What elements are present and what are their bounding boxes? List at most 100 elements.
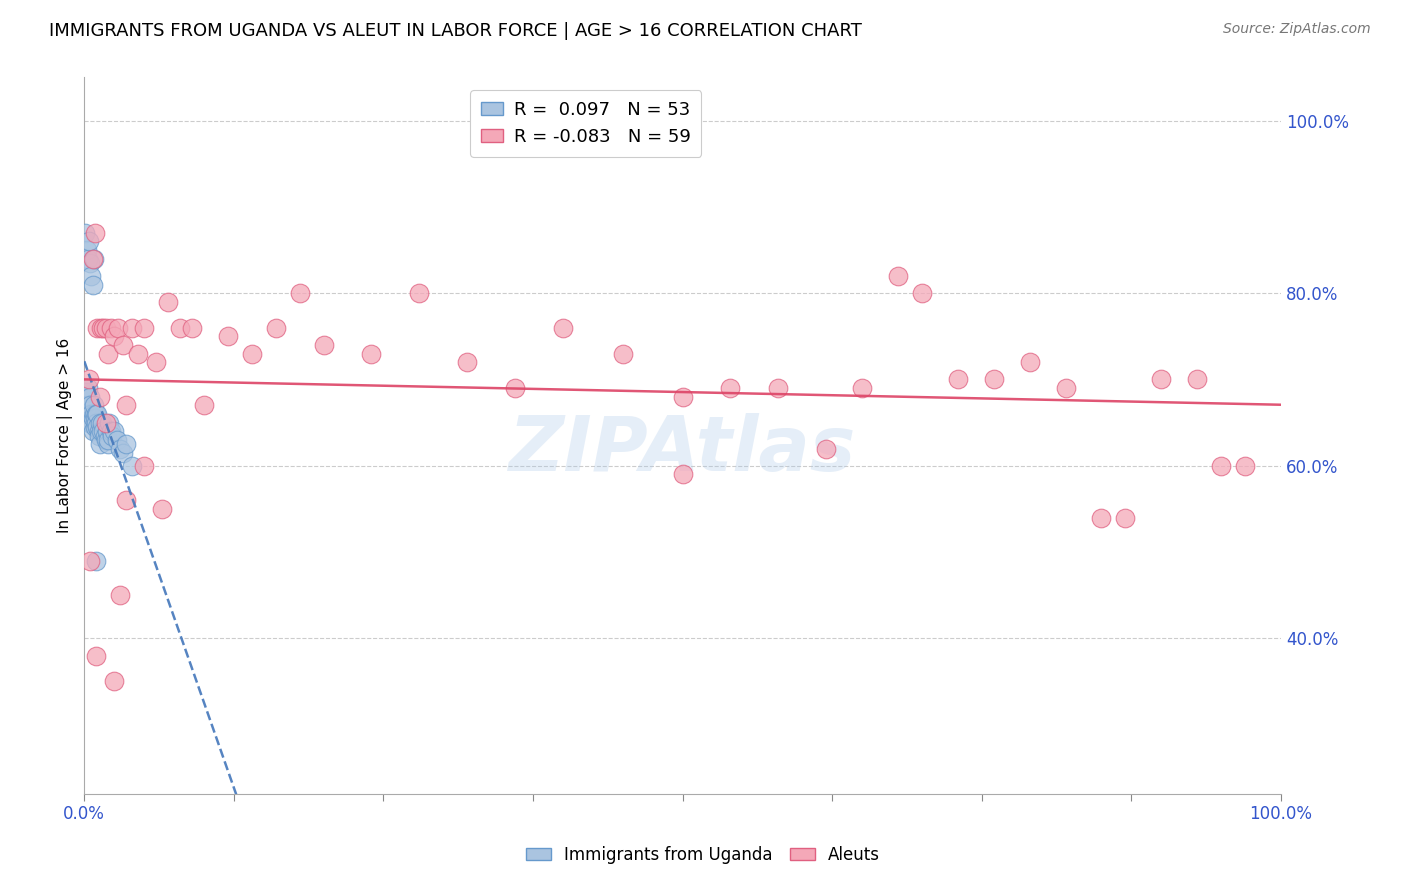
Point — [288, 286, 311, 301]
Point — [193, 398, 215, 412]
Point — [89, 416, 111, 430]
Point — [983, 372, 1005, 386]
Legend: R =  0.097   N = 53, R = -0.083   N = 59: R = 0.097 N = 53, R = -0.083 N = 59 — [470, 90, 702, 157]
Point — [83, 407, 105, 421]
Point — [503, 381, 526, 395]
Point — [121, 320, 143, 334]
Point — [551, 320, 574, 334]
Point — [145, 355, 167, 369]
Text: IMMIGRANTS FROM UGANDA VS ALEUT IN LABOR FORCE | AGE > 16 CORRELATION CHART: IMMIGRANTS FROM UGANDA VS ALEUT IN LABOR… — [49, 22, 862, 40]
Text: ZIPAtlas: ZIPAtlas — [509, 413, 856, 487]
Point — [1234, 458, 1257, 473]
Point — [360, 346, 382, 360]
Point — [80, 407, 103, 421]
Point — [90, 424, 112, 438]
Point — [77, 235, 100, 249]
Point — [150, 502, 173, 516]
Point — [82, 424, 104, 438]
Point — [1054, 381, 1077, 395]
Point — [100, 424, 122, 438]
Point — [720, 381, 742, 395]
Point — [77, 372, 100, 386]
Point — [672, 390, 695, 404]
Point — [98, 416, 121, 430]
Point — [887, 268, 910, 283]
Point — [103, 674, 125, 689]
Point — [79, 256, 101, 270]
Point — [94, 320, 117, 334]
Point — [80, 268, 103, 283]
Point — [1211, 458, 1233, 473]
Point — [77, 381, 100, 395]
Point — [84, 226, 107, 240]
Point — [79, 390, 101, 404]
Point — [80, 416, 103, 430]
Point — [89, 437, 111, 451]
Point — [103, 424, 125, 438]
Point — [97, 433, 120, 447]
Point — [79, 407, 101, 421]
Point — [84, 554, 107, 568]
Point — [93, 428, 115, 442]
Point — [1090, 510, 1112, 524]
Point — [107, 320, 129, 334]
Point — [1185, 372, 1208, 386]
Point — [108, 588, 131, 602]
Point — [77, 402, 100, 417]
Point — [946, 372, 969, 386]
Point — [105, 433, 128, 447]
Point — [1150, 372, 1173, 386]
Point — [217, 329, 239, 343]
Point — [77, 398, 100, 412]
Point — [87, 424, 110, 438]
Point — [768, 381, 790, 395]
Point — [815, 442, 838, 456]
Point — [111, 446, 134, 460]
Point — [134, 458, 156, 473]
Point — [83, 398, 105, 412]
Point — [91, 416, 114, 430]
Point — [87, 428, 110, 442]
Point — [77, 416, 100, 430]
Point — [97, 346, 120, 360]
Point — [1114, 510, 1136, 524]
Point — [89, 390, 111, 404]
Point — [75, 390, 97, 404]
Point — [94, 416, 117, 430]
Point — [672, 467, 695, 482]
Y-axis label: In Labor Force | Age > 16: In Labor Force | Age > 16 — [58, 338, 73, 533]
Point — [84, 407, 107, 421]
Point — [75, 226, 97, 240]
Point — [86, 407, 108, 421]
Legend: Immigrants from Uganda, Aleuts: Immigrants from Uganda, Aleuts — [519, 839, 887, 871]
Point — [84, 411, 107, 425]
Point — [115, 437, 138, 451]
Point — [169, 320, 191, 334]
Point — [115, 493, 138, 508]
Point — [76, 385, 98, 400]
Point — [84, 648, 107, 663]
Point — [94, 433, 117, 447]
Point — [134, 320, 156, 334]
Point — [84, 420, 107, 434]
Point — [82, 277, 104, 292]
Point — [93, 320, 115, 334]
Point — [312, 338, 335, 352]
Point — [111, 338, 134, 352]
Point — [83, 252, 105, 266]
Point — [612, 346, 634, 360]
Point — [79, 554, 101, 568]
Point — [86, 420, 108, 434]
Point — [76, 407, 98, 421]
Point — [97, 437, 120, 451]
Point — [1018, 355, 1040, 369]
Point — [456, 355, 478, 369]
Point — [77, 252, 100, 266]
Point — [108, 442, 131, 456]
Point — [157, 294, 180, 309]
Text: Source: ZipAtlas.com: Source: ZipAtlas.com — [1223, 22, 1371, 37]
Point — [100, 320, 122, 334]
Point — [84, 416, 107, 430]
Point — [86, 320, 108, 334]
Point — [127, 346, 149, 360]
